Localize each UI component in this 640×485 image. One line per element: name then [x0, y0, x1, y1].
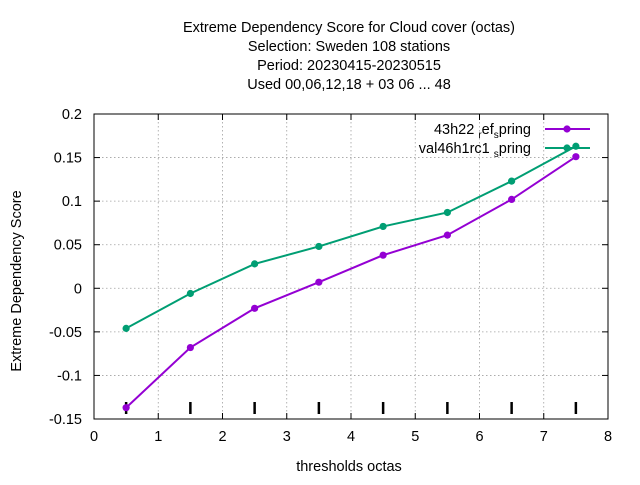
y-tick-label: -0.1 [57, 368, 82, 384]
series-line [125, 155, 577, 409]
data-point [186, 343, 194, 352]
legend-marker [563, 144, 571, 152]
data-point [315, 278, 323, 286]
x-tick-label: 6 [475, 429, 483, 445]
x-tick-label: 0 [90, 429, 98, 445]
y-tick-label: 0 [74, 281, 82, 297]
data-point [122, 404, 130, 412]
y-tick-label: 0.15 [54, 151, 82, 167]
data-point [508, 177, 516, 185]
x-tick-label: 3 [283, 429, 291, 445]
data-point [251, 304, 259, 312]
axis-ticks: 0 1 2 3 4 5 6 7 8 -0.15 -0.1 -0.05 0 0.05 0.1 0.15 0.2 [49, 107, 612, 445]
legend-label: 43h22 refspring [434, 122, 531, 141]
title-line-4: Used 00,06,12,18 + 03 06 ... 48 [247, 77, 451, 93]
chart-title: Extreme Dependency Score for Cloud cover… [183, 20, 515, 93]
y-tick-label: -0.15 [49, 412, 82, 428]
title-line-2: Selection: Sweden 108 stations [248, 39, 450, 55]
legend-marker [563, 125, 571, 133]
data-point [315, 242, 323, 251]
series-line [125, 145, 577, 330]
x-tick-label: 7 [540, 429, 548, 445]
x-tick-label: 1 [154, 429, 162, 445]
grid [94, 114, 608, 419]
series-1 [122, 153, 580, 412]
data-point [379, 251, 387, 259]
legend-label: val46h1rc1 spring [419, 141, 531, 160]
y-tick-label: -0.05 [49, 325, 82, 341]
series-lines [122, 142, 580, 412]
y-tick-label: 0.2 [62, 107, 82, 123]
data-point [122, 324, 130, 332]
x-tick-label: 8 [604, 429, 612, 445]
title-line-1: Extreme Dependency Score for Cloud cover… [183, 20, 515, 36]
threshold-marks [124, 402, 578, 414]
x-tick-label: 5 [411, 429, 419, 445]
data-point [508, 195, 516, 203]
y-tick-label: 0.05 [54, 238, 82, 254]
data-point [443, 231, 451, 239]
y-axis-label: Extreme Dependency Score [9, 190, 25, 371]
data-point [186, 289, 194, 298]
title-line-3: Period: 20230415-20230515 [257, 58, 441, 74]
data-point [251, 260, 259, 268]
data-point [572, 153, 580, 161]
plot-frame [93, 113, 609, 420]
x-axis-label: thresholds octas [296, 459, 402, 475]
x-tick-label: 2 [218, 429, 226, 445]
y-tick-label: 0.1 [62, 194, 82, 210]
data-point [379, 222, 387, 231]
data-point [443, 208, 451, 217]
x-tick-label: 4 [347, 429, 355, 445]
